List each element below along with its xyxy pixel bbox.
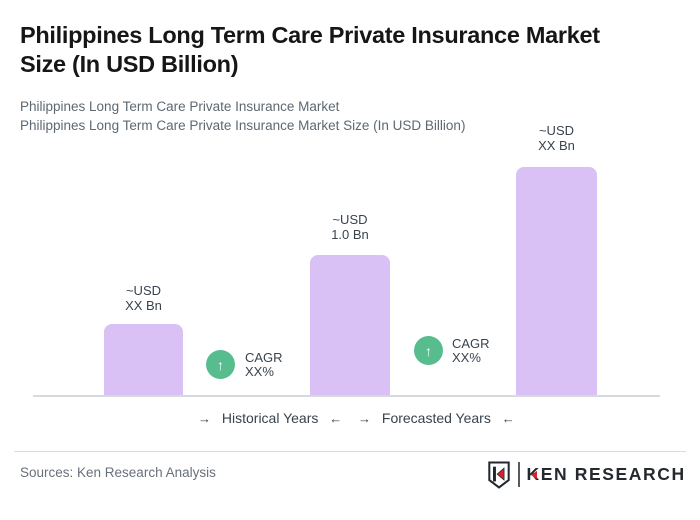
bar-historical	[104, 324, 183, 396]
logo-wordmark-text: KEN RESEARCH	[526, 464, 686, 484]
bar-forecast	[516, 167, 597, 396]
x-axis-line	[33, 395, 660, 397]
cagr-text-2: CAGR XX%	[452, 337, 490, 365]
footer-divider	[14, 451, 686, 452]
page-title-line-1: Philippines Long Term Care Private Insur…	[20, 22, 600, 48]
sources-text: Sources: Ken Research Analysis	[20, 465, 216, 480]
bar-value-label-1-line2: XX Bn	[125, 297, 162, 313]
subtitle-line-1: Philippines Long Term Care Private Insur…	[20, 99, 340, 114]
cagr-label-1: CAGR	[245, 350, 283, 365]
cagr-value-2: XX%	[452, 350, 481, 365]
page-title: Philippines Long Term Care Private Insur…	[20, 21, 600, 79]
ken-research-shield-icon	[488, 461, 510, 489]
cagr-badge-1: ↑	[206, 350, 235, 379]
arrow-right-icon: →	[198, 411, 211, 426]
chart-subtitle: Philippines Long Term Care Private Insur…	[20, 98, 465, 135]
bar-value-label-1-line1: ~USD	[125, 283, 162, 298]
bar-value-label-3-line1: ~USD	[538, 123, 575, 138]
arrow-left-icon: ←	[501, 411, 515, 426]
logo-separator	[518, 462, 520, 487]
arrow-up-icon: ↑	[425, 342, 432, 359]
axis-group-historical: → Historical Years ←	[198, 410, 342, 426]
axis-group-forecasted-label: Forecasted Years	[381, 410, 491, 426]
arrow-left-icon: ←	[329, 411, 343, 426]
cagr-badge-2: ↑	[414, 336, 443, 365]
bar-value-label-3-line2: XX Bn	[538, 137, 575, 153]
logo-wordmark: KEN RESEARCH	[527, 460, 686, 489]
axis-group-forecasted: → Forecasted Years ←	[358, 410, 515, 426]
bar-value-label-2-line2: 1.0 Bn	[331, 226, 369, 242]
cagr-label-2: CAGR	[452, 336, 490, 351]
logo-k-red-triangle-icon	[531, 470, 537, 479]
bar-value-label-3: ~USD XX Bn	[506, 123, 607, 153]
axis-group-historical-label: Historical Years	[221, 410, 319, 426]
page-title-line-2: Size (In USD Billion)	[20, 51, 239, 77]
bar-value-label-1: ~USD XX Bn	[94, 283, 193, 313]
bar-value-label-2-line1: ~USD	[332, 212, 368, 227]
cagr-value-1: XX%	[245, 364, 274, 379]
bar-value-label-2: ~USD 1.0 Bn	[300, 212, 400, 242]
bar-current	[310, 255, 390, 396]
arrow-up-icon: ↑	[217, 356, 224, 373]
arrow-right-icon: →	[358, 411, 371, 426]
cagr-text-1: CAGR XX%	[245, 351, 283, 379]
subtitle-line-2: Philippines Long Term Care Private Insur…	[20, 117, 466, 133]
ken-research-logo: KEN RESEARCH	[487, 460, 686, 489]
